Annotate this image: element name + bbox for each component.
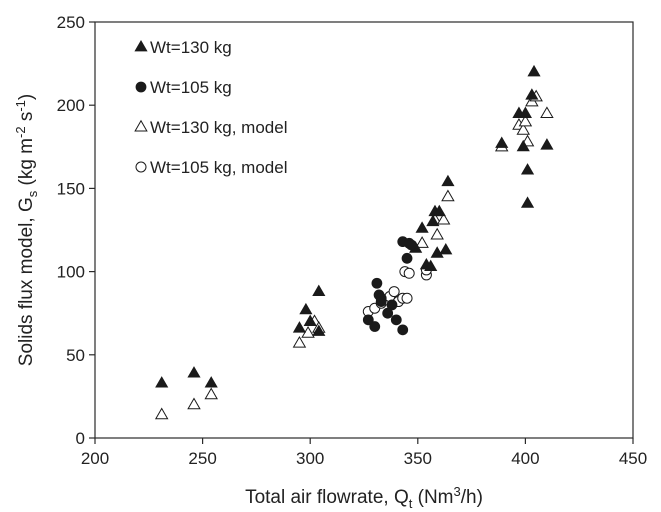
- data-point: [415, 236, 429, 248]
- data-point: [292, 335, 307, 348]
- data-point: [362, 314, 374, 326]
- y-tick-label: 250: [57, 13, 85, 32]
- data-point: [540, 138, 554, 150]
- legend-label: Wt=105 kg, model: [150, 158, 288, 177]
- data-point: [426, 214, 440, 227]
- data-point: [436, 212, 451, 225]
- data-point: [527, 64, 541, 77]
- y-axis-label-sup1: -2: [13, 126, 28, 138]
- data-point: [525, 88, 539, 100]
- data-point: [312, 324, 326, 336]
- legend-marker: [134, 39, 148, 52]
- x-axis-label-tail: (Nm: [412, 487, 453, 508]
- data-point: [388, 286, 400, 298]
- y-tick-label: 200: [57, 96, 85, 115]
- x-axis-label-end: /h): [461, 487, 483, 508]
- legend: Wt=130 kg Wt=105 kg Wt=130 kg, model Wt=105…: [134, 38, 288, 177]
- y-axis: 0 50 100 150 200 250: [57, 13, 95, 448]
- data-point: [382, 307, 394, 319]
- data-point: [403, 267, 415, 279]
- data-point: [299, 302, 313, 315]
- data-point: [386, 299, 398, 311]
- data-point: [312, 284, 326, 296]
- x-tick-label: 450: [619, 449, 647, 468]
- y-axis-label-sub: s: [25, 190, 40, 197]
- y-axis-label: Solids flux model, Gs (kg m-2 s-1): [13, 94, 40, 366]
- x-tick-label: 300: [296, 449, 324, 468]
- x-tick-label: 350: [404, 449, 432, 468]
- y-axis-label-mid: s: [16, 112, 37, 127]
- data-point: [204, 376, 218, 388]
- data-point: [430, 227, 444, 240]
- plot-frame: [94, 21, 634, 439]
- x-axis-label-main: Total air flowrate, Q: [245, 487, 409, 508]
- data-point: [424, 259, 438, 272]
- legend-marker: [135, 81, 147, 93]
- data-point: [371, 277, 383, 289]
- legend-marker: [134, 119, 148, 132]
- legend-label: Wt=130 kg: [150, 38, 232, 57]
- data-point: [204, 387, 218, 400]
- y-tick-label: 100: [57, 263, 85, 282]
- y-axis-label-tail: (kg m: [16, 138, 37, 191]
- data-point: [401, 252, 413, 264]
- data-point: [518, 114, 533, 127]
- x-axis-label-sub: t: [409, 496, 413, 511]
- x-axis-label: Total air flowrate, Qt (Nm3/h): [245, 484, 483, 511]
- y-tick-label: 0: [76, 429, 85, 448]
- data-point: [520, 163, 535, 175]
- data-point: [495, 136, 509, 148]
- y-tick-label: 50: [66, 346, 85, 365]
- data-point: [155, 376, 169, 388]
- data-point: [292, 321, 307, 333]
- legend-label: Wt=105 kg: [150, 78, 232, 97]
- x-tick-label: 250: [188, 449, 216, 468]
- y-axis-label-end: ): [16, 94, 37, 100]
- y-tick-label: 150: [57, 179, 85, 198]
- data-point: [303, 314, 317, 326]
- data-point: [154, 407, 169, 420]
- data-point: [405, 239, 417, 251]
- data-point: [520, 196, 535, 208]
- data-point: [415, 221, 429, 233]
- data-point: [187, 397, 201, 410]
- data-point: [441, 189, 455, 202]
- x-tick-label: 400: [511, 449, 539, 468]
- data-point: [187, 366, 201, 378]
- data-point: [516, 139, 530, 152]
- y-axis-label-main: Solids flux model, G: [16, 197, 37, 366]
- data-point: [516, 122, 531, 135]
- x-axis-label-sup: 3: [454, 484, 461, 499]
- data-point: [401, 292, 413, 304]
- data-point: [390, 314, 402, 326]
- data-point: [518, 106, 532, 118]
- data-point: [397, 324, 409, 336]
- data-point: [430, 246, 444, 258]
- data-point: [369, 321, 381, 332]
- x-tick-label: 200: [81, 449, 109, 468]
- y-axis-label-sup2: -1: [13, 100, 28, 112]
- data-point: [439, 242, 453, 255]
- x-axis: 200 250 300 350 400 450: [81, 438, 647, 468]
- data-point: [375, 296, 387, 307]
- data-point: [441, 174, 455, 187]
- legend-marker: [135, 161, 147, 173]
- legend-label: Wt=130 kg, model: [150, 118, 288, 137]
- data-point: [432, 204, 446, 217]
- data-point: [540, 106, 554, 119]
- data-points: [154, 64, 554, 420]
